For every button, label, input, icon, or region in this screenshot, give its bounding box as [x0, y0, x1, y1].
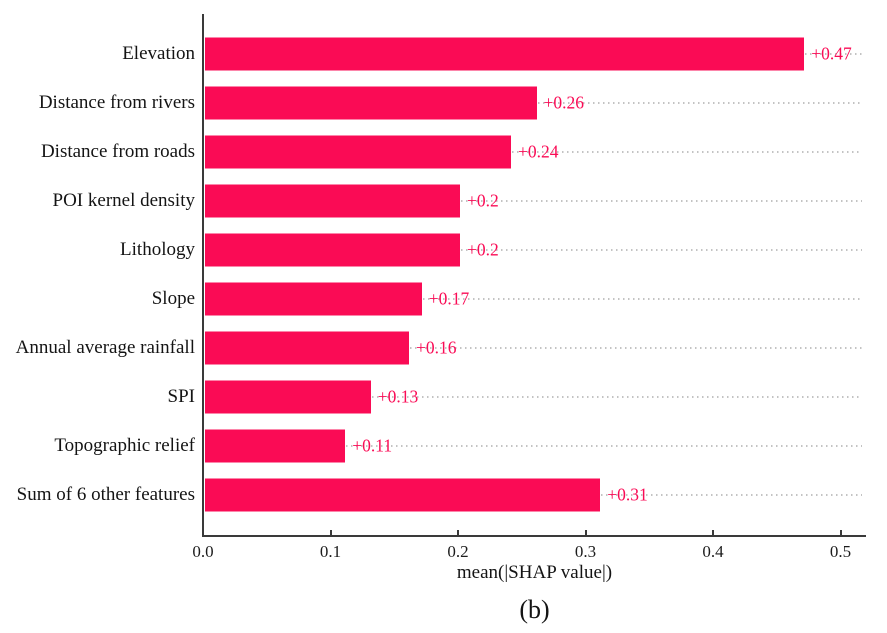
bar-area: +0.17: [204, 275, 866, 324]
category-label: Elevation: [122, 43, 195, 64]
bar-area: +0.31: [204, 471, 866, 520]
x-tick: [329, 530, 332, 535]
dotted-gridline: [601, 494, 862, 496]
bar: [205, 86, 537, 120]
bar-row: Lithology +0.2: [0, 226, 866, 275]
x-tick-label: 0.0: [192, 542, 214, 561]
dotted-gridline: [346, 445, 862, 447]
value-label: +0.31: [607, 484, 648, 505]
bar-row: Sum of 6 other features +0.31: [0, 471, 866, 520]
x-axis-label: mean(|SHAP value|): [456, 562, 613, 583]
bar-row: Distance from roads +0.24: [0, 128, 866, 177]
category-label: SPI: [167, 386, 195, 407]
bar: [205, 282, 422, 316]
x-tick-label: 0.3: [574, 542, 597, 561]
bar-row: Topographic relief +0.11: [0, 422, 866, 471]
x-tick-label: 0.4: [702, 542, 724, 561]
bar-area: +0.47: [204, 30, 866, 79]
x-tick: [712, 530, 714, 535]
dotted-gridline: [371, 396, 862, 398]
category-label: Distance from roads: [40, 141, 195, 162]
dotted-gridline: [422, 298, 862, 300]
dotted-gridline: [537, 102, 862, 104]
bar-row: Annual average rainfall +0.16: [0, 324, 866, 373]
bar-area: +0.2: [204, 177, 866, 226]
category-label: Topographic relief: [54, 435, 195, 456]
dotted-gridline: [461, 200, 862, 202]
bar: [205, 429, 346, 463]
category-label: Distance from rivers: [38, 92, 195, 113]
bar-row: Slope +0.17: [0, 275, 866, 324]
bar: [205, 233, 460, 267]
x-axis-spine: [202, 535, 866, 537]
bar-area: +0.13: [204, 373, 866, 422]
bar-rows: Elevation +0.47 Distance from rivers +0.26 D…: [0, 14, 866, 535]
value-label: +0.11: [352, 435, 393, 456]
bar: [205, 331, 409, 365]
bar-row: Distance from rivers +0.26: [0, 79, 866, 128]
value-label: +0.13: [377, 386, 419, 407]
bar-row: SPI +0.13: [0, 373, 866, 422]
x-tick-label: 0.2: [447, 542, 469, 561]
bar-area: +0.16: [204, 324, 866, 373]
dotted-gridline: [512, 151, 862, 153]
x-tick: [457, 530, 459, 535]
bar: [205, 184, 460, 218]
value-label: +0.24: [518, 141, 559, 162]
category-label: Sum of 6 other features: [16, 484, 195, 505]
bar-area: +0.2: [204, 226, 866, 275]
x-tick: [839, 530, 842, 535]
category-label: POI kernel density: [52, 190, 195, 211]
dotted-gridline: [410, 347, 862, 349]
x-tick: [202, 530, 204, 535]
y-axis-spine: [202, 14, 204, 537]
category-label: Annual average rainfall: [15, 337, 195, 358]
bar-area: +0.26: [204, 79, 866, 128]
category-label: Slope: [151, 288, 195, 309]
dotted-gridline: [805, 53, 862, 55]
bar: [205, 135, 511, 169]
bar-area: +0.11: [204, 422, 866, 471]
value-label: +0.26: [543, 92, 585, 113]
value-label: +0.47: [811, 43, 852, 64]
x-tick-label: 0.5: [829, 542, 852, 561]
value-label: +0.2: [467, 239, 499, 260]
bar-row: POI kernel density +0.2: [0, 177, 866, 226]
x-tick-label: 0.1: [319, 542, 342, 561]
subfigure-caption: (b): [519, 595, 550, 624]
x-tick: [584, 530, 587, 535]
bar: [205, 478, 601, 512]
category-label: Lithology: [120, 239, 195, 260]
bar-row: Elevation +0.47: [0, 30, 866, 79]
value-label: +0.2: [467, 190, 499, 211]
value-label: +0.17: [428, 288, 470, 309]
bar: [205, 380, 371, 414]
value-label: +0.16: [416, 337, 457, 358]
bar-area: +0.24: [204, 128, 866, 177]
bar: [205, 37, 805, 71]
dotted-gridline: [461, 249, 862, 251]
